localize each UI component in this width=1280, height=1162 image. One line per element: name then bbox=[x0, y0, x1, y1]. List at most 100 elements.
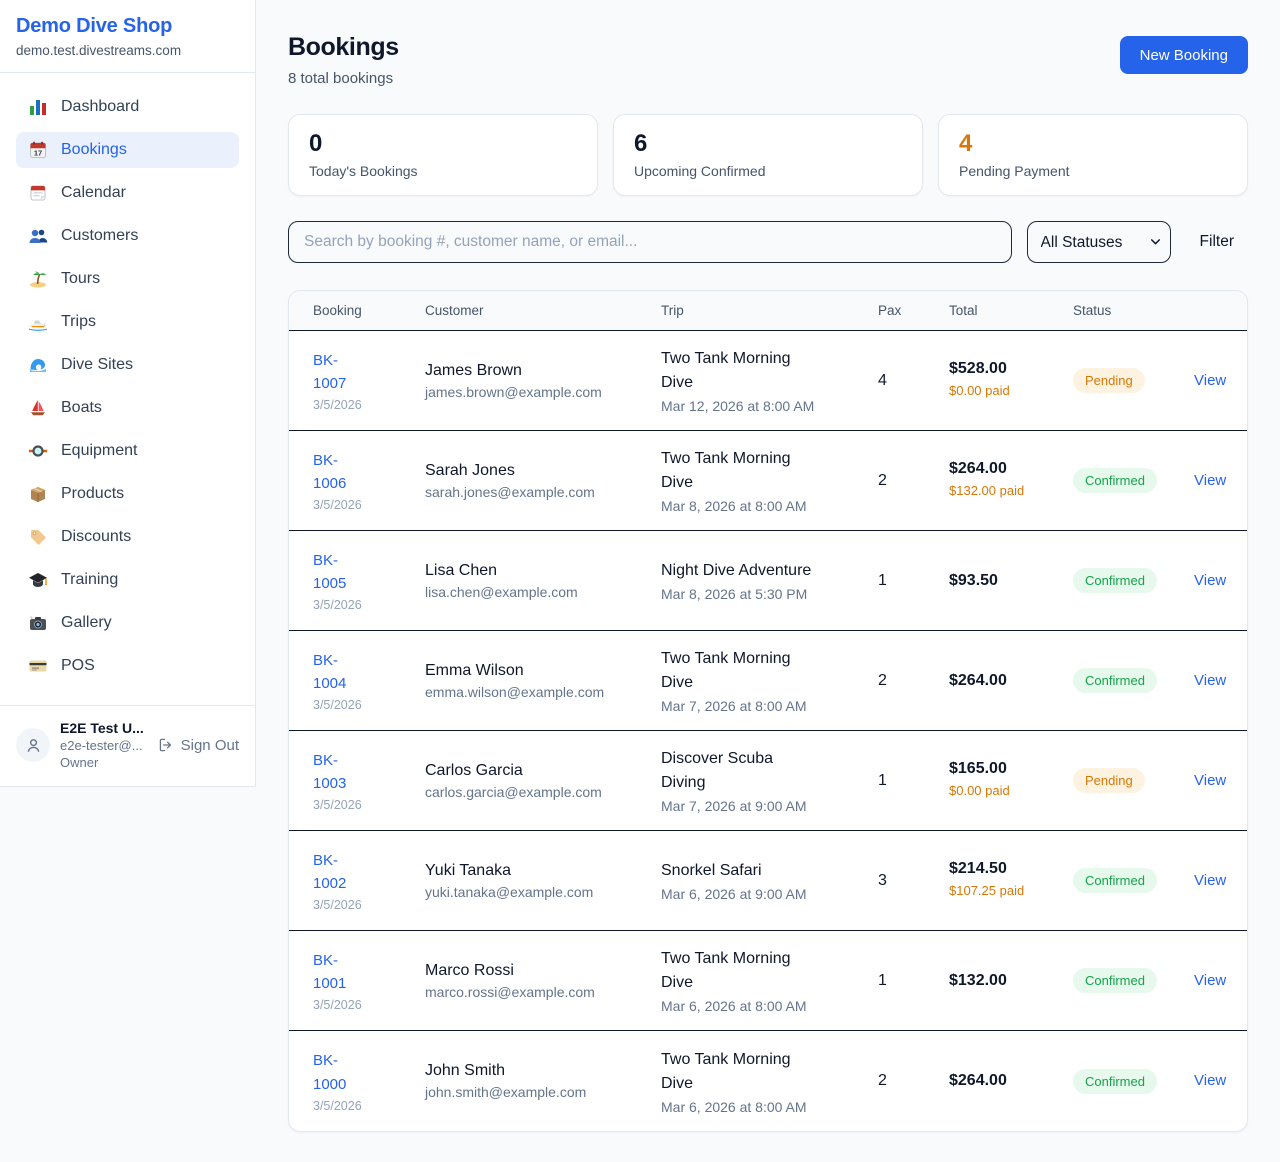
customer-name: Sarah Jones bbox=[425, 461, 515, 479]
view-link[interactable]: View bbox=[1194, 571, 1227, 589]
filter-button[interactable]: Filter bbox=[1186, 233, 1248, 251]
booking-date: 3/5/2026 bbox=[313, 498, 362, 513]
view-link[interactable]: View bbox=[1194, 471, 1227, 489]
pax-count: 3 bbox=[878, 871, 887, 889]
search-input[interactable] bbox=[288, 221, 1012, 263]
customer-email: john.smith@example.com bbox=[425, 1084, 587, 1100]
total-amount: $93.50 bbox=[949, 571, 998, 589]
sidebar-item-label: Equipment bbox=[61, 442, 138, 459]
booking-row: BK-1001 3/5/2026 Marco Rossi marco.rossi@ex… bbox=[289, 931, 1247, 1031]
status-badge: Confirmed bbox=[1073, 468, 1157, 493]
trip-name: Two Tank Morning Dive bbox=[661, 350, 791, 391]
total-amount: $165.00 bbox=[949, 760, 1007, 778]
booking-date: 3/5/2026 bbox=[313, 598, 362, 613]
booking-id-link[interactable]: BK-1002 bbox=[313, 851, 347, 892]
view-link[interactable]: View bbox=[1194, 1072, 1227, 1089]
booking-cell: BK-1001 3/5/2026 bbox=[313, 949, 425, 1013]
sidebar-item-boats[interactable]: Boats bbox=[16, 390, 239, 426]
sidebar-item-label: Bookings bbox=[61, 141, 127, 158]
stats-row: 0 Today's Bookings 6 Upcoming Confirmed 4 Pen… bbox=[288, 114, 1248, 196]
trip-name: Snorkel Safari bbox=[661, 862, 762, 879]
sidebar-item-label: Boats bbox=[61, 399, 102, 416]
sidebar-item-discounts[interactable]: Discounts bbox=[16, 519, 239, 555]
avatar bbox=[16, 728, 50, 762]
speedboat-icon bbox=[28, 312, 48, 332]
user-section: E2E Test U... e2e-tester@... Owner Sign … bbox=[0, 705, 255, 786]
sidebar-item-label: Tours bbox=[61, 270, 101, 287]
sidebar-item-calendar[interactable]: Calendar bbox=[16, 175, 239, 211]
sidebar-item-equipment[interactable]: Equipment bbox=[16, 433, 239, 469]
user-info: E2E Test U... e2e-tester@... Owner bbox=[60, 720, 148, 770]
booking-id-link[interactable]: BK-1001 bbox=[313, 951, 347, 992]
sidebar-item-dashboard[interactable]: Dashboard bbox=[16, 89, 239, 125]
table-body: BK-1007 3/5/2026 James Brown james.brown@ex… bbox=[289, 331, 1247, 1131]
booking-cell: BK-1003 3/5/2026 bbox=[313, 749, 425, 813]
sign-out-button[interactable]: Sign Out bbox=[158, 737, 239, 754]
sidebar-item-trips[interactable]: Trips bbox=[16, 304, 239, 340]
sidebar-item-gallery[interactable]: Gallery bbox=[16, 605, 239, 641]
total-cell: $132.00 bbox=[949, 972, 1073, 990]
status-badge: Confirmed bbox=[1073, 568, 1157, 593]
customer-name: John Smith bbox=[425, 1062, 506, 1079]
total-cell: $93.50 bbox=[949, 572, 1073, 590]
total-cell: $214.50 $107.25 paid bbox=[949, 860, 1073, 900]
booking-id-link[interactable]: BK-1003 bbox=[313, 751, 347, 792]
booking-cell: BK-1000 3/5/2026 bbox=[313, 1049, 425, 1113]
status-select[interactable]: All Statuses bbox=[1026, 221, 1171, 263]
booking-id-link[interactable]: BK-1004 bbox=[313, 651, 347, 692]
package-icon bbox=[28, 484, 48, 504]
paid-amount: $107.25 paid bbox=[949, 883, 1025, 899]
sidebar-item-customers[interactable]: Customers bbox=[16, 218, 239, 254]
booking-date: 3/5/2026 bbox=[313, 1098, 362, 1113]
view-link[interactable]: View bbox=[1194, 971, 1227, 989]
page-header: Bookings 8 total bookings New Booking bbox=[288, 33, 1248, 87]
view-link[interactable]: View bbox=[1194, 371, 1227, 389]
status-select-wrap: All Statuses bbox=[1026, 221, 1171, 263]
pax-count: 1 bbox=[878, 771, 887, 789]
view-link[interactable]: View bbox=[1194, 871, 1227, 889]
booking-id-link[interactable]: BK-1005 bbox=[313, 551, 347, 592]
sidebar-item-dive-sites[interactable]: Dive Sites bbox=[16, 347, 239, 383]
sidebar-item-products[interactable]: Products bbox=[16, 476, 239, 512]
stat-value: 0 bbox=[309, 130, 323, 157]
trip-cell: Snorkel Safari Mar 6, 2026 at 9:00 AM bbox=[661, 859, 878, 902]
page-title-block: Bookings 8 total bookings bbox=[288, 33, 399, 87]
trip-datetime: Mar 12, 2026 at 8:00 AM bbox=[661, 398, 815, 414]
view-link[interactable]: View bbox=[1194, 771, 1227, 789]
customer-email: yuki.tanaka@example.com bbox=[425, 883, 594, 900]
booking-row: BK-1006 3/5/2026 Sarah Jones sarah.jones@ex… bbox=[289, 431, 1247, 531]
calendar-icon bbox=[28, 183, 48, 203]
booking-id-link[interactable]: BK-1007 bbox=[313, 351, 347, 392]
sidebar-item-bookings[interactable]: 17 Bookings bbox=[16, 132, 239, 168]
booking-row: BK-1004 3/5/2026 Emma Wilson emma.wilson@ex… bbox=[289, 631, 1247, 731]
customer-email: lisa.chen@example.com bbox=[425, 583, 578, 600]
trip-datetime: Mar 8, 2026 at 8:00 AM bbox=[661, 498, 807, 514]
new-booking-button[interactable]: New Booking bbox=[1119, 36, 1248, 74]
user-name: E2E Test U... bbox=[60, 720, 144, 736]
customer-cell: Emma Wilson emma.wilson@example.com bbox=[425, 662, 661, 700]
table-header-customer: Customer bbox=[425, 303, 484, 318]
sidebar-nav: Dashboard 17 Bookings Calendar Customers Tour… bbox=[0, 73, 255, 705]
sidebar-item-training[interactable]: Training bbox=[16, 562, 239, 598]
stat-value: 4 bbox=[959, 130, 973, 157]
tag-icon bbox=[28, 527, 48, 547]
table-header-pax: Pax bbox=[878, 303, 902, 318]
customer-cell: John Smith john.smith@example.com bbox=[425, 1062, 661, 1100]
booking-id-link[interactable]: BK-1000 bbox=[313, 1052, 347, 1093]
user-role: Owner bbox=[60, 755, 99, 770]
booking-id-link[interactable]: BK-1006 bbox=[313, 451, 347, 492]
sidebar-item-label: Discounts bbox=[61, 528, 132, 545]
status-cell: Confirmed bbox=[1073, 668, 1194, 693]
bookings-count-subtitle: 8 total bookings bbox=[288, 70, 394, 87]
camera-icon bbox=[28, 613, 48, 633]
brand-name: Demo Dive Shop bbox=[16, 15, 173, 37]
view-link[interactable]: View bbox=[1194, 671, 1227, 689]
table-header-row: Booking Customer Trip Pax Total Status bbox=[289, 291, 1247, 331]
sidebar-item-tours[interactable]: Tours bbox=[16, 261, 239, 297]
status-badge: Confirmed bbox=[1073, 668, 1157, 693]
trip-datetime: Mar 8, 2026 at 5:30 PM bbox=[661, 586, 808, 602]
table-header-trip: Trip bbox=[661, 303, 684, 318]
trip-datetime: Mar 6, 2026 at 9:00 AM bbox=[661, 886, 807, 902]
sidebar-item-pos[interactable]: POS bbox=[16, 648, 239, 684]
trip-cell: Discover Scuba Diving Mar 7, 2026 at 9:00… bbox=[661, 747, 878, 814]
